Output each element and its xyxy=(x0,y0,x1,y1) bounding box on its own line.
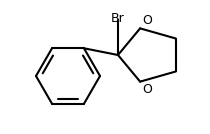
Text: Br: Br xyxy=(111,12,125,25)
Text: O: O xyxy=(142,83,152,96)
Text: O: O xyxy=(142,14,152,27)
